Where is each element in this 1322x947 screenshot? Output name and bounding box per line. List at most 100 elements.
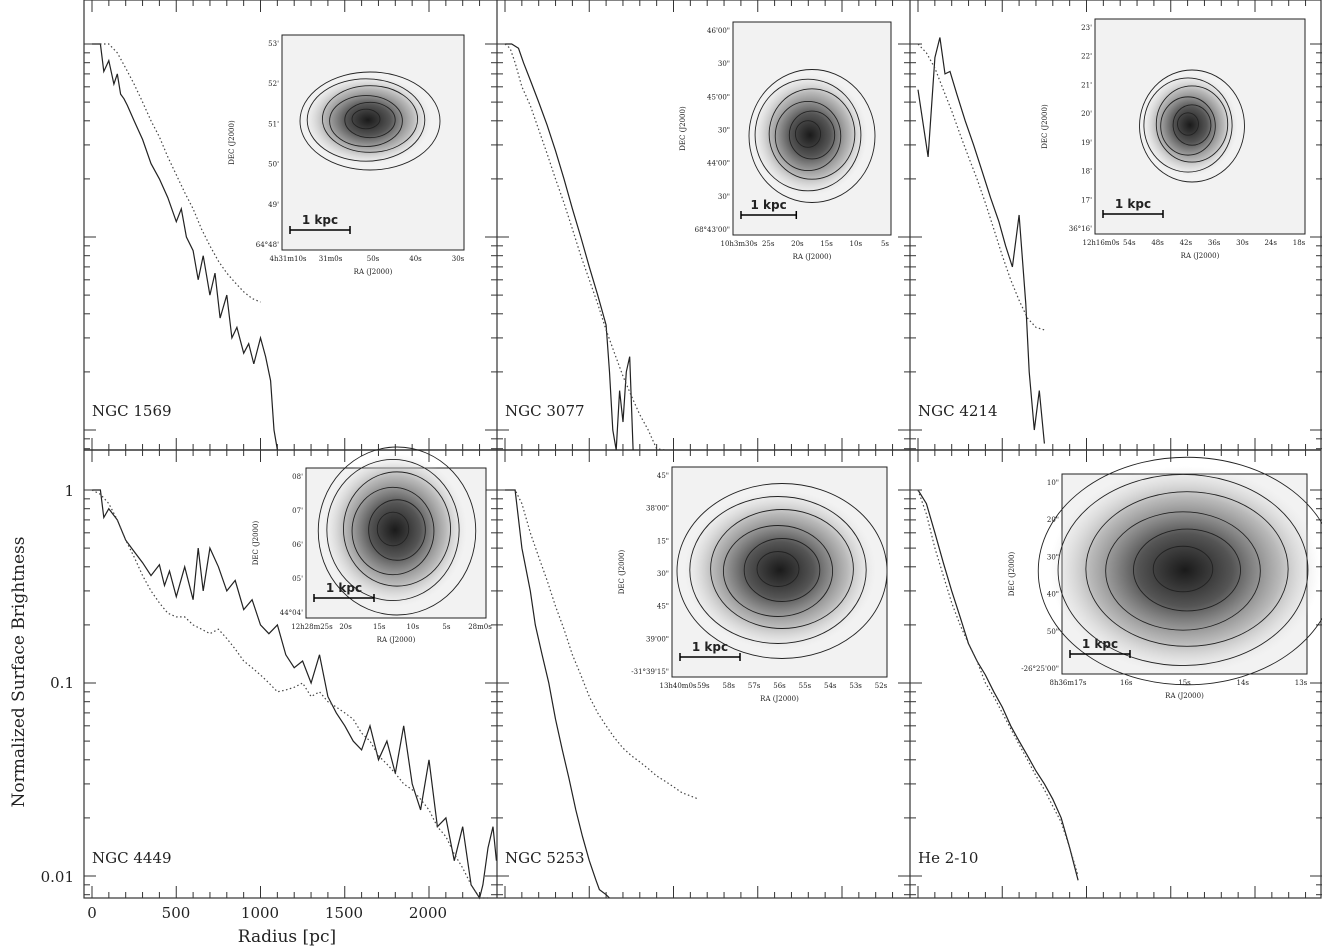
inset-y-tick-label: 44'00": [707, 160, 730, 168]
inset-x-label: RA (J2000): [354, 268, 393, 276]
inset-images: 1 kpc DEC (J2000) RA (J2000) 53' 52' 51' 50' 49…: [228, 18, 1322, 703]
inset-x-tick-label: 4h31m10s: [269, 255, 306, 263]
panel-label-ngc4449: NGC 4449: [92, 849, 172, 867]
contour-line: [306, 78, 426, 162]
contour-line: [1132, 528, 1241, 612]
inset-y-tick-label: 07': [292, 507, 303, 515]
y-tick-label: 0.1: [50, 674, 74, 692]
contour-line: [1143, 77, 1233, 173]
panel-label-ngc1569: NGC 1569: [92, 402, 172, 420]
inset-y-tick-label: 30": [657, 570, 669, 578]
contour-line: [1172, 104, 1212, 146]
inset-x-tick-label: 55s: [799, 682, 812, 690]
scale-bar-label: 1 kpc: [326, 581, 362, 595]
inset-x-tick-label: 48s: [1151, 239, 1164, 247]
inset-x-tick-label: 25s: [762, 240, 775, 248]
contour-line: [748, 69, 876, 203]
galaxy-image: [304, 75, 432, 165]
inset-y-tick-label: 20': [1081, 110, 1092, 118]
contour-line: [321, 85, 419, 153]
panel-label-ngc5253: NGC 5253: [505, 849, 585, 867]
x-tick-label: 500: [162, 904, 191, 922]
inset-y-tick-label: 22': [1081, 53, 1092, 61]
x-tick-label: 0: [87, 904, 97, 922]
panel-label-ngc4214: NGC 4214: [918, 402, 998, 420]
inset-x-tick-label: 12h16m0s: [1082, 239, 1119, 247]
inset-x-tick-label: 59s: [697, 682, 710, 690]
contour-line: [351, 108, 381, 130]
contour-line: [1177, 112, 1199, 136]
inset-x-tick-label: 30s: [452, 255, 465, 263]
inset-y-tick-label: -26°25'00": [1021, 665, 1059, 673]
inset-y-tick-label: 30": [1047, 553, 1059, 561]
inset-y-tick-label: 52': [268, 80, 279, 88]
inset-y-tick-label: 50": [1047, 628, 1059, 636]
inset-y-tick-label: 50': [268, 161, 279, 169]
inset-x-tick-label: 50s: [367, 255, 380, 263]
x-tick-label: 1500: [325, 904, 363, 922]
scale-bar-label: 1 kpc: [1115, 197, 1151, 211]
inset-y-tick-label: 30": [718, 193, 730, 201]
galaxy-image: [684, 490, 876, 650]
inset-x-label: RA (J2000): [377, 636, 416, 644]
contour-line: [343, 471, 452, 587]
contour-line: [329, 95, 403, 147]
inset-y-tick-label: 23': [1081, 24, 1092, 32]
inset-x-tick-label: 57s: [748, 682, 761, 690]
profile-line-dotted: [91, 489, 488, 899]
contour-line: [788, 110, 836, 160]
inset-y-tick-label: 51': [268, 120, 279, 128]
contour-line: [676, 483, 888, 659]
inset-y-tick-label: 45'00": [707, 93, 730, 101]
inset-y-label: DEC (J2000): [1041, 104, 1049, 149]
contour-line: [1085, 491, 1289, 647]
inset-x-tick-label: 52s: [875, 682, 888, 690]
contour-line: [710, 509, 854, 629]
contour-line: [1057, 474, 1309, 667]
inset-x-tick-label: 24s: [1264, 239, 1277, 247]
inset-y-tick-label: 05': [292, 575, 303, 583]
inset-x-tick-label: 15s: [373, 623, 386, 631]
inset-y-tick-label: 49': [268, 201, 279, 209]
panel-label-he2-10: He 2-10: [918, 849, 978, 867]
inset-y-tick-label: 40": [1047, 591, 1059, 599]
scale-bar-label: 1 kpc: [302, 213, 338, 227]
inset-4: 1 kpc DEC (J2000) RA (J2000) 45" 38'00" 15" 30…: [618, 466, 888, 703]
contour-line: [351, 486, 435, 576]
contour-line: [368, 499, 426, 561]
inset-y-tick-label: 18': [1081, 168, 1092, 176]
scale-bar-label: 1 kpc: [751, 198, 787, 212]
inset-x-tick-label: 53s: [849, 682, 862, 690]
inset-x-tick-label: 15s: [1178, 679, 1191, 687]
inset-y-tick-label: 30": [718, 60, 730, 68]
inset-x-tick-label: 10s: [850, 240, 863, 248]
x-tick-label: 2000: [409, 904, 447, 922]
contour-line: [1037, 456, 1322, 686]
profile-line-solid: [92, 43, 278, 451]
inset-x-tick-label: 5s: [442, 623, 450, 631]
inset-y-tick-label: 44°04': [280, 609, 303, 617]
inset-x-label: RA (J2000): [1181, 252, 1220, 260]
inset-y-tick-label: 19': [1081, 139, 1092, 147]
contour-line: [317, 446, 477, 616]
inset-x-tick-label: 5s: [881, 240, 889, 248]
profile-line-dotted: [505, 489, 700, 800]
profile-line-dotted: [917, 43, 1045, 331]
contour-line: [299, 71, 441, 171]
inset-y-tick-label: 15": [657, 537, 669, 545]
inset-x-tick-label: 28m0s: [468, 623, 492, 631]
contour-line: [722, 525, 834, 617]
plot-frames: [83, 0, 1322, 899]
inset-x-tick-label: 20s: [791, 240, 804, 248]
contour-line: [689, 496, 867, 644]
inset-x-tick-label: 10s: [407, 623, 420, 631]
contour-line: [794, 120, 822, 148]
inset-0: 1 kpc DEC (J2000) RA (J2000) 53' 52' 51' 50' 49…: [228, 34, 465, 276]
inset-x-label: RA (J2000): [1165, 692, 1204, 700]
inset-x-tick-label: 40s: [409, 255, 422, 263]
inset-x-tick-label: 12h28m25s: [291, 623, 333, 631]
profile-line-solid: [917, 37, 1045, 444]
contour-line: [743, 538, 821, 602]
inset-y-tick-label: 36°16': [1069, 225, 1092, 233]
contour-line: [376, 511, 410, 547]
